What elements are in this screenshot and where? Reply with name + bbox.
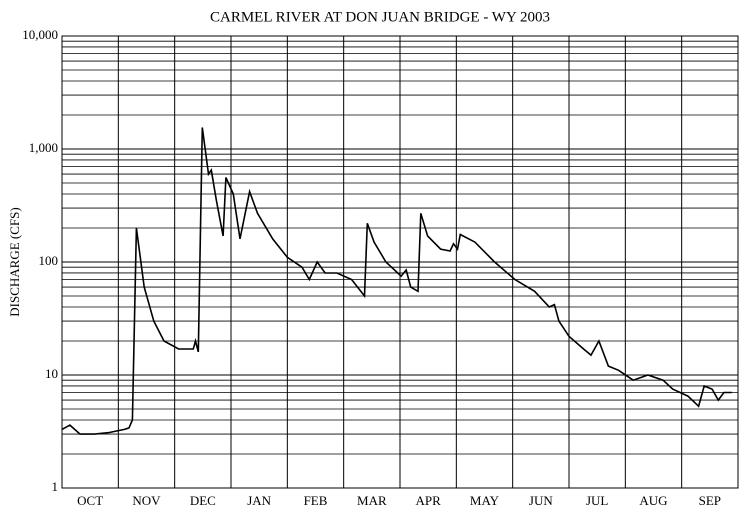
x-tick-label: AUG — [639, 493, 667, 508]
x-tick-label: FEB — [304, 493, 328, 508]
x-tick-label: OCT — [77, 493, 103, 508]
x-tick-label: JUN — [529, 493, 553, 508]
x-tick-label: JAN — [247, 493, 271, 508]
x-tick-label: SEP — [699, 493, 721, 508]
x-tick-label: JUL — [586, 493, 608, 508]
x-tick-label: MAR — [357, 493, 387, 508]
x-tick-label: MAY — [470, 493, 500, 508]
x-tick-label: DEC — [190, 493, 216, 508]
y-tick-label: 10 — [45, 366, 58, 381]
y-tick-label: 1,000 — [29, 140, 58, 155]
plot-frame — [61, 35, 739, 489]
y-axis-label: DISCHARGE (CFS) — [7, 207, 22, 316]
x-tick-label: NOV — [132, 493, 161, 508]
y-tick-label: 100 — [39, 253, 59, 268]
x-tick-label: APR — [416, 493, 442, 508]
y-tick-label: 1 — [52, 479, 59, 494]
y-tick-label: 10,000 — [22, 27, 58, 42]
chart-title: CARMEL RIVER AT DON JUAN BRIDGE - WY 200… — [210, 9, 550, 25]
line-series — [61, 127, 732, 435]
